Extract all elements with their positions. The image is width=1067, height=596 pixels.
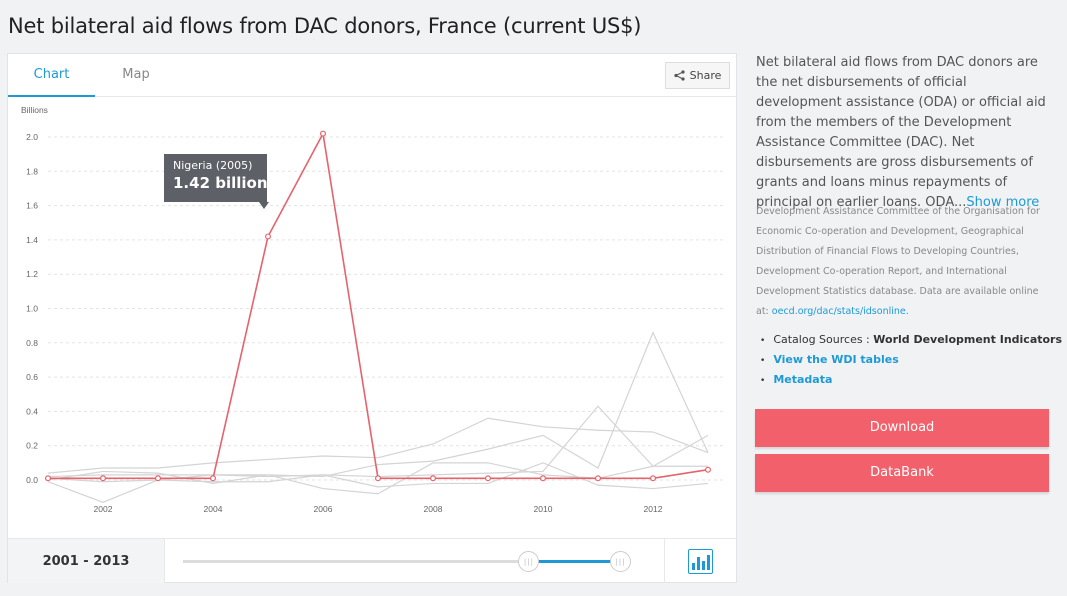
slider-handle-start[interactable]: ||| (518, 551, 540, 572)
highlight-point[interactable] (210, 475, 217, 482)
wdi-tables-link[interactable]: View the WDI tables (773, 353, 899, 366)
y-tick-label: 1.2 (26, 269, 38, 279)
y-tick-label: 1.0 (26, 304, 38, 314)
source-link[interactable]: oecd.org/dac/stats/idsonline. (771, 306, 909, 317)
highlight-point[interactable] (320, 130, 327, 137)
grid-lines: 0.0 0.2 0.4 0.6 0.8 1.0 1.2 1.4 1.6 1.8 2.0 (26, 132, 726, 485)
y-tick-label: 0.8 (26, 338, 38, 348)
y-tick-label: 0.4 (26, 406, 38, 416)
show-more-link[interactable]: Show more (966, 195, 1040, 210)
x-axis-labels: 2002 2004 2006 2008 2010 2012 (94, 504, 663, 514)
chart-panel: Chart Map Share Billions 0.0 0.2 0.4 0.6 0.8… (7, 53, 737, 583)
source-text: Development Assistance Committee of the … (756, 206, 1040, 317)
share-label: Share (689, 69, 722, 82)
y-tick-label: 0.2 (26, 441, 38, 451)
highlight-point[interactable] (375, 475, 382, 482)
year-range-slider[interactable]: ||| ||| (183, 551, 631, 572)
background-series-line (47, 417, 709, 474)
bar-chart-toggle-button[interactable] (664, 539, 736, 583)
share-button[interactable]: Share (665, 62, 730, 89)
highlight-point[interactable] (594, 475, 601, 482)
catalog-label: Catalog Sources : (773, 333, 874, 346)
highlight-point[interactable] (99, 475, 106, 482)
chart-tooltip: Nigeria (2005) 1.42 billion (164, 154, 269, 209)
indicator-description: Net bilateral aid flows from DAC donors … (756, 53, 1051, 213)
y-axis-label: Billions (21, 105, 48, 115)
highlight-point[interactable] (265, 233, 272, 240)
y-tick-label: 0.0 (26, 475, 38, 485)
time-range-footer: 2001 - 2013 ||| ||| (8, 538, 736, 583)
x-tick-label: 2004 (204, 504, 223, 514)
highlight-point[interactable] (649, 475, 656, 482)
catalog-sources-item: Catalog Sources : World Development Indi… (760, 330, 1062, 350)
x-tick-label: 2006 (314, 504, 333, 514)
metadata-item: Metadata (760, 370, 1062, 390)
page-title: Net bilateral aid flows from DAC donors,… (8, 14, 642, 38)
source-note: Development Assistance Committee of the … (756, 202, 1051, 322)
tab-bar: Chart Map Share (8, 54, 736, 97)
x-tick-label: 2002 (94, 504, 113, 514)
highlight-point[interactable] (44, 475, 51, 482)
share-icon (674, 70, 685, 81)
wdi-tables-item: View the WDI tables (760, 350, 1062, 370)
download-button[interactable]: Download (755, 409, 1049, 447)
y-tick-label: 2.0 (26, 132, 38, 142)
y-tick-label: 0.6 (26, 372, 38, 382)
line-chart: Billions 0.0 0.2 0.4 0.6 0.8 1.0 1.2 1.4 1.6 1.8 2… (21, 105, 726, 514)
y-tick-label: 1.4 (26, 235, 38, 245)
year-range-label: 2001 - 2013 (8, 539, 165, 583)
highlight-point[interactable] (539, 475, 546, 482)
slider-handle-end[interactable]: ||| (610, 551, 631, 572)
tab-map[interactable]: Map (122, 67, 150, 82)
catalog-links: Catalog Sources : World Development Indi… (760, 330, 1062, 390)
y-tick-label: 1.8 (26, 166, 38, 176)
bar-chart-icon (688, 548, 713, 574)
highlight-point[interactable] (704, 466, 711, 473)
x-tick-label: 2008 (424, 504, 443, 514)
tooltip-value: 1.42 billion (173, 174, 268, 192)
highlight-point[interactable] (485, 475, 492, 482)
x-tick-label: 2012 (644, 504, 663, 514)
highlight-point[interactable] (155, 475, 162, 482)
databank-button[interactable]: DataBank (755, 454, 1049, 492)
catalog-value: World Development Indicators (873, 333, 1063, 346)
metadata-link[interactable]: Metadata (773, 373, 833, 386)
y-tick-label: 1.6 (26, 201, 38, 211)
tab-chart[interactable]: Chart (8, 54, 95, 97)
highlight-series-line (48, 131, 709, 480)
description-text: Net bilateral aid flows from DAC donors … (756, 55, 1046, 210)
x-tick-label: 2010 (534, 504, 553, 514)
slider-fill (528, 560, 619, 563)
highlight-series (44, 130, 711, 482)
highlight-point[interactable] (430, 475, 437, 482)
tooltip-label: Nigeria (2005) (173, 159, 253, 172)
